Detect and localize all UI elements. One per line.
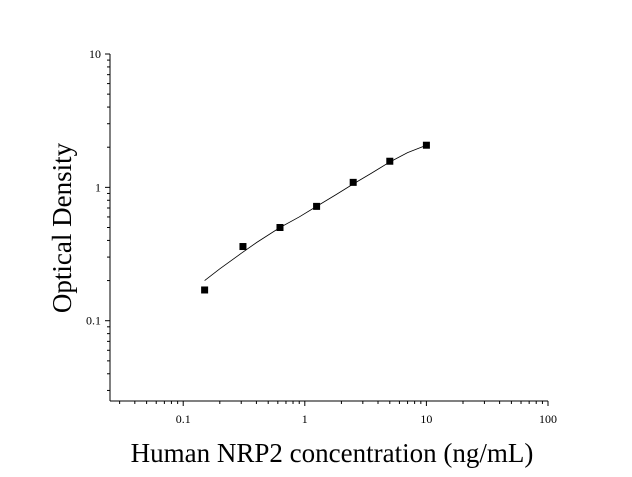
x-tick-label: 10 <box>420 412 432 426</box>
data-point-marker <box>201 286 209 294</box>
y-axis-title: Optical Density <box>47 142 77 313</box>
data-point-marker <box>276 224 284 231</box>
x-axis-title: Human NRP2 concentration (ng/mL) <box>131 438 534 468</box>
x-tick-label: 100 <box>539 412 557 426</box>
data-point-marker <box>422 141 430 149</box>
x-axis-ticks: 0.1 1 10 100 <box>119 401 557 426</box>
x-tick-label: 0.1 <box>176 412 191 426</box>
y-tick-label: 10 <box>89 47 101 61</box>
x-tick-label: 1 <box>302 412 308 426</box>
fit-curve <box>204 144 427 281</box>
data-points <box>201 141 430 294</box>
y-axis-ticks: 0.1 1 10 <box>86 47 110 391</box>
data-point-marker <box>386 157 394 165</box>
plot-area: 0.1 1 10 100 0.1 1 10 <box>86 47 557 426</box>
data-point-marker <box>239 243 247 251</box>
y-tick-label: 1 <box>95 180 101 194</box>
data-point-marker <box>313 202 321 210</box>
y-tick-label: 0.1 <box>86 314 101 328</box>
data-point-marker <box>349 178 357 186</box>
